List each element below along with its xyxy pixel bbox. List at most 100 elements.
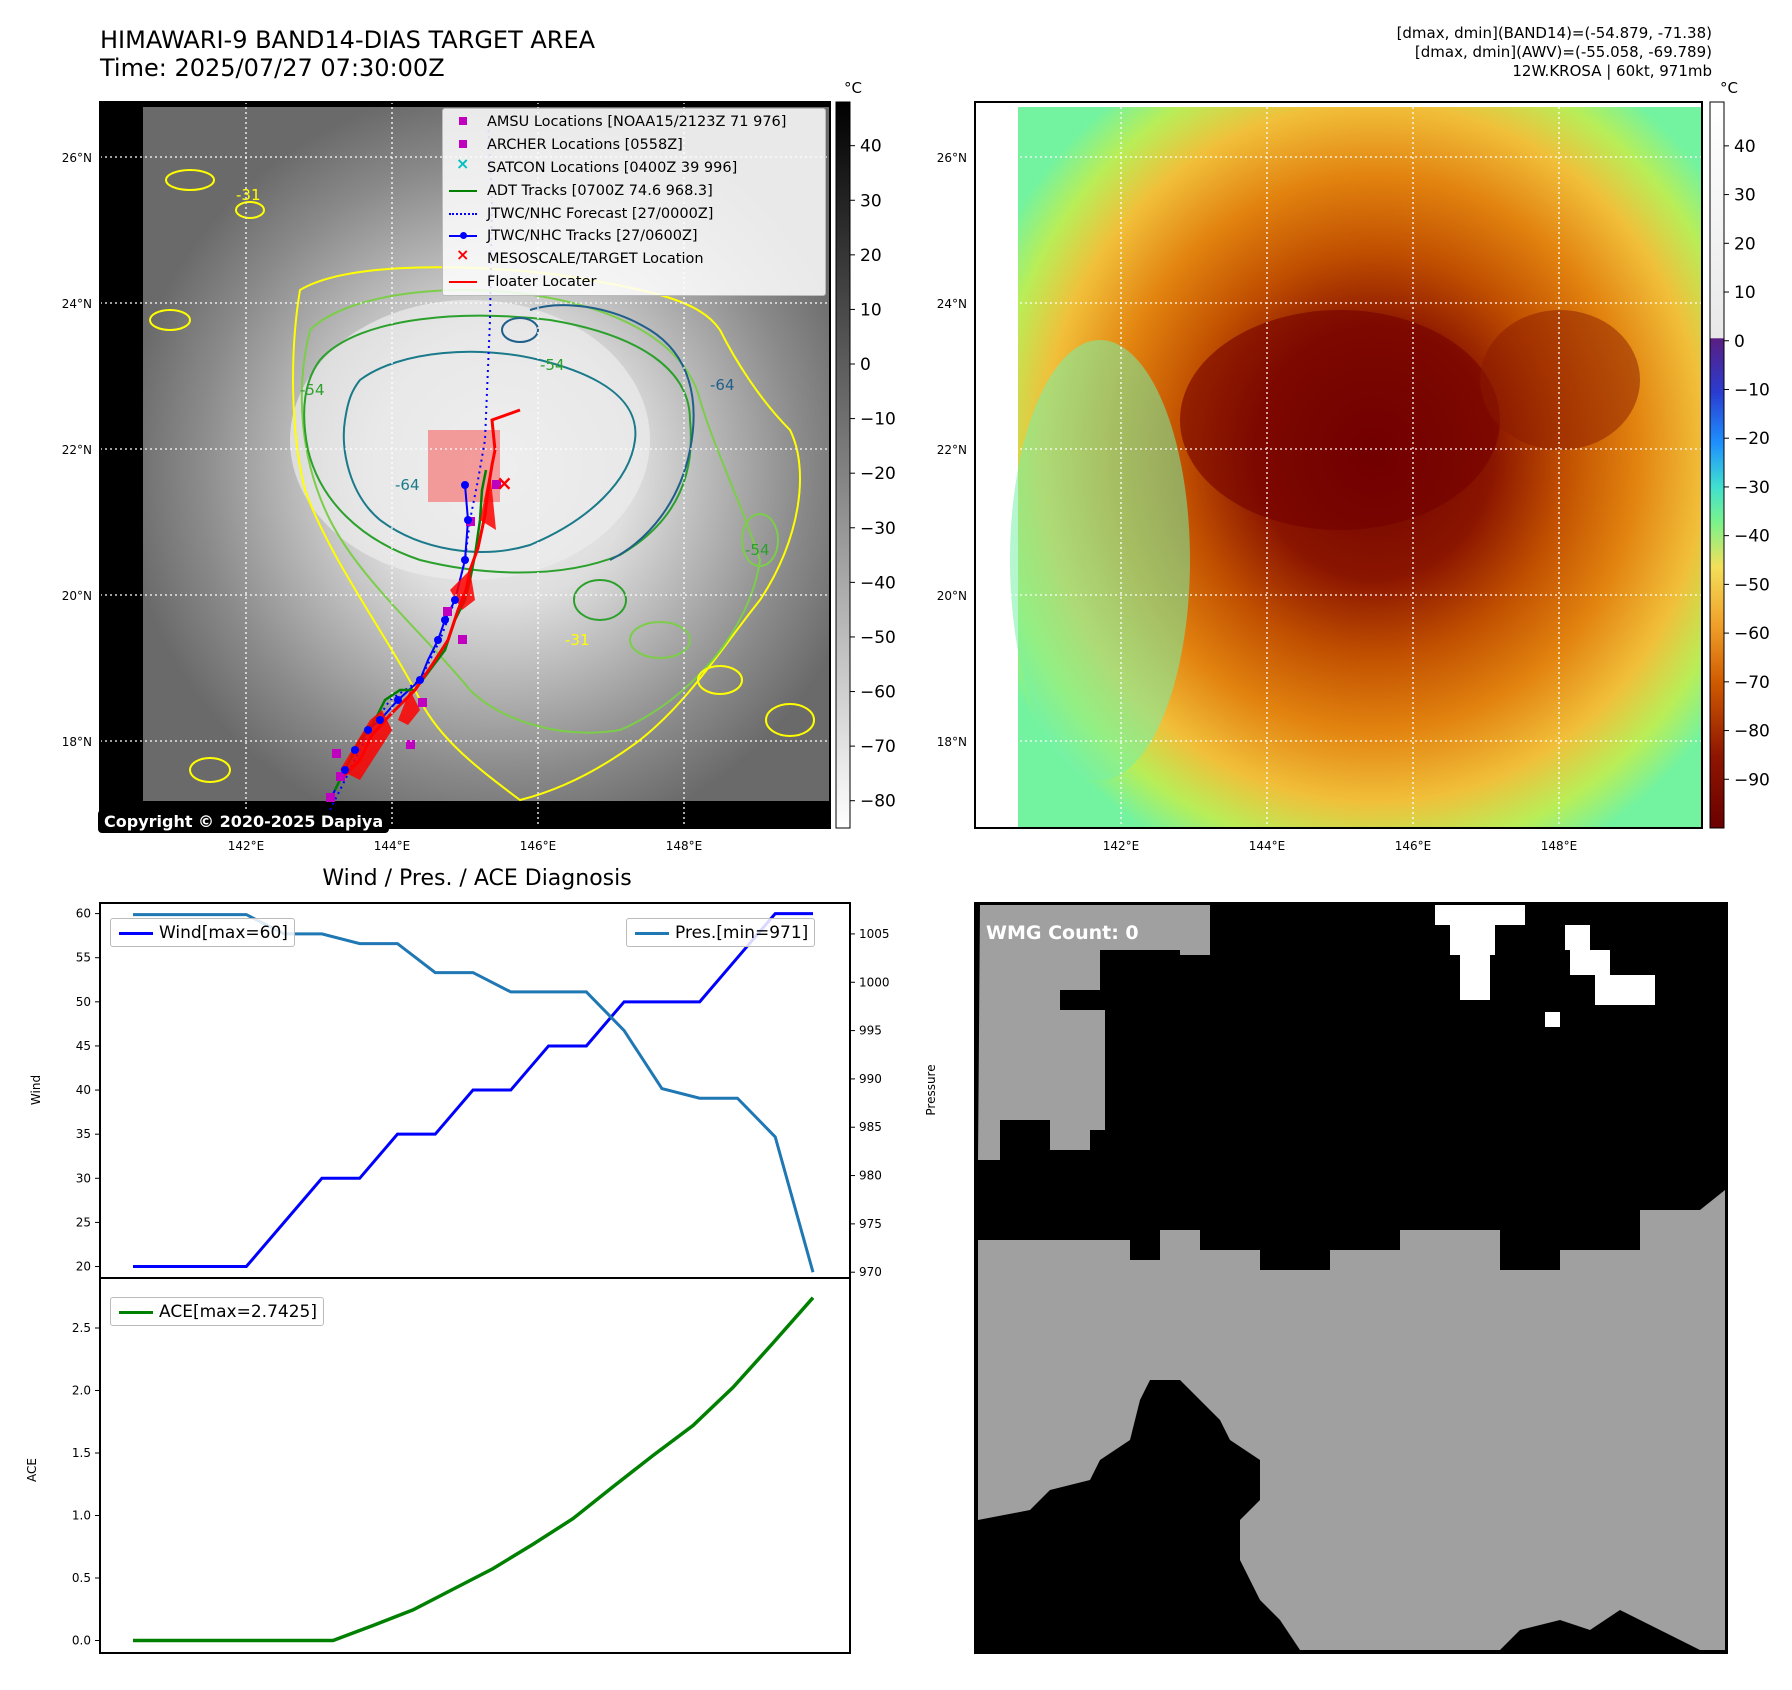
contour-label: -64: [710, 376, 735, 394]
x-marker-icon: ×: [456, 245, 470, 265]
square-marker-icon: [447, 111, 479, 133]
ace-tick-label: 1.0: [72, 1509, 91, 1523]
pres-tick-label: 995: [859, 1024, 882, 1038]
awv-map-panel: 26°N 24°N 22°N 20°N 18°N 142°E 144°E 146…: [937, 101, 1703, 853]
line-dot-icon: [447, 225, 479, 247]
wind-legend: Wind[max=60]: [110, 918, 295, 947]
colorbar-tick-label: 30: [1734, 186, 1756, 206]
colorbar-tick-label: −20: [860, 464, 896, 484]
colorbar-tick-label: 0: [860, 355, 871, 375]
pres-tick-label: 975: [859, 1217, 882, 1231]
wmg-region: [1100, 905, 1210, 955]
ace-ylabel: ACE: [25, 1458, 39, 1482]
legend-item-adt: ADT Tracks [0700Z 74.6 968.3]: [443, 179, 825, 202]
ace-frame: [99, 1277, 851, 1654]
dotted-line-icon: [447, 203, 479, 225]
colorbar-tick-label: 10: [1734, 283, 1756, 303]
pres-tick-label: 980: [859, 1169, 882, 1183]
ir-colorbar: °C 40 30 20 10 0 −10 −20 −30 −40 −50 −60 −70 −80: [835, 79, 896, 829]
wmg-panel: [974, 902, 1728, 1654]
info-band14: [dmax, dmin](BAND14)=(-54.879, -71.38): [1396, 24, 1712, 42]
wind-yticks: 20 25 30 35 40 45 50 55 60: [76, 907, 100, 1274]
x-marker-icon: ×: [456, 153, 470, 173]
colorbar-unit: °C: [1720, 79, 1738, 97]
lon-label: 148°E: [1541, 839, 1578, 853]
ace-yticks: 0.0 0.5 1.0 1.5 2.0 2.5: [72, 1321, 100, 1648]
lon-label: 142°E: [228, 839, 265, 853]
colorbar-tick-label: −10: [1734, 380, 1770, 400]
contour-label-group: -31 -54 -64 -54 -64 -54 -31: [236, 186, 770, 649]
legend-label: SATCON Locations [0400Z 39 996]: [487, 159, 738, 176]
floater-shape: [398, 690, 420, 725]
legend-label: JTWC/NHC Forecast [27/0000Z]: [487, 205, 714, 222]
legend-label: AMSU Locations [NOAA15/2123Z 71 976]: [487, 114, 787, 131]
colorbar-tick-label: 30: [860, 191, 882, 211]
pres-tick-label: 990: [859, 1072, 882, 1086]
wind-tick-label: 30: [76, 1171, 91, 1185]
awv-map-frame: [974, 101, 1703, 829]
colorbar-tick-label: 10: [860, 300, 882, 320]
floater-shape: [340, 710, 392, 780]
contour-label: -31: [565, 631, 590, 649]
pres-tick-label: 985: [859, 1120, 882, 1134]
wind-ylabel: Wind: [29, 1075, 43, 1105]
lon-label: 148°E: [666, 839, 703, 853]
pres-legend: Pres.[min=971]: [626, 918, 816, 947]
colorbar-ticks: 40 30 20 10 0 −10 −20 −30 −40 −50 −60 −70 −80: [850, 137, 896, 812]
lat-label: 18°N: [62, 735, 92, 749]
awv-lon-labels: 142°E 144°E 146°E 148°E: [1103, 839, 1578, 853]
wind-tick-label: 25: [76, 1215, 91, 1229]
contour-label: -64: [395, 476, 420, 494]
pres-tick-label: 970: [859, 1265, 882, 1279]
contour-label: -54: [540, 356, 565, 374]
pres-tick-label: 1005: [859, 927, 890, 941]
colorbar-tick-label: 40: [1734, 137, 1756, 157]
legend-item-satcon: × SATCON Locations [0400Z 39 996]: [443, 153, 825, 180]
lon-label: 144°E: [1249, 839, 1286, 853]
legend-item-pres: Pres.[min=971]: [627, 921, 808, 944]
awv-gridlines: [975, 102, 1702, 828]
awv-arm: [1480, 310, 1640, 450]
line-marker-icon: [115, 1301, 153, 1323]
legend-item-jtwc-track: JTWC/NHC Tracks [27/0600Z]: [443, 225, 825, 248]
info-storm: 12W.KROSA | 60kt, 971mb: [1512, 62, 1712, 80]
colorbar-tick-label: −10: [860, 410, 896, 430]
legend-item-ace: ACE[max=2.7425]: [111, 1300, 317, 1323]
colorbar-tick-label: −80: [1734, 722, 1770, 742]
ace-chart: 0.0 0.5 1.0 1.5 2.0 2.5 ACE: [25, 1277, 851, 1654]
colorbar-tick-label: −60: [860, 683, 896, 703]
legend-item-amsu: AMSU Locations [NOAA15/2123Z 71 976]: [443, 111, 825, 134]
wmg-region: [978, 905, 1200, 1160]
wmg-frame: [974, 902, 1728, 1654]
ir-lat-labels: 26°N 24°N 22°N 20°N 18°N: [62, 151, 92, 749]
lat-label: 24°N: [62, 297, 92, 311]
colorbar-tick-label: −30: [1734, 478, 1770, 498]
line-marker-icon: [631, 922, 669, 944]
time-line: Time: 2025/07/27 07:30:00Z: [100, 54, 445, 82]
wind-tick-label: 45: [76, 1039, 91, 1053]
figure-title: HIMAWARI-9 BAND14-DIAS TARGET AREA Time:…: [100, 26, 595, 82]
lon-label: 146°E: [520, 839, 557, 853]
lon-label: 144°E: [374, 839, 411, 853]
diagnosis-title: Wind / Pres. / ACE Diagnosis: [322, 866, 632, 891]
line-marker-icon: [447, 180, 479, 202]
ir-cdo: [290, 300, 650, 580]
jtwc-points: [341, 481, 472, 774]
colorbar-tick-label: −30: [860, 519, 896, 539]
legend-label: Wind[max=60]: [159, 922, 288, 943]
wind-pres-chart: 20 25 30 35 40 45 50 55 60 970 975 980 985 990 995 100…: [29, 902, 938, 1279]
floater-shape: [480, 470, 496, 530]
ace-lines: [133, 1296, 815, 1643]
colorbar-tick-label: 20: [860, 246, 882, 266]
lat-label: 22°N: [62, 443, 92, 457]
target-x-marker: ×: [496, 471, 513, 495]
colorbar-bar: [835, 101, 851, 829]
legend-label: Floater Locater: [487, 273, 597, 290]
lon-label: 146°E: [1395, 839, 1432, 853]
lon-label: 142°E: [1103, 839, 1140, 853]
contour-54: [303, 314, 692, 574]
colorbar-tick-label: −50: [860, 628, 896, 648]
info-block: [dmax, dmin](BAND14)=(-54.879, -71.38) […: [1397, 24, 1712, 81]
contour-label: -54: [300, 381, 325, 399]
square-marker-icon: [447, 134, 479, 156]
